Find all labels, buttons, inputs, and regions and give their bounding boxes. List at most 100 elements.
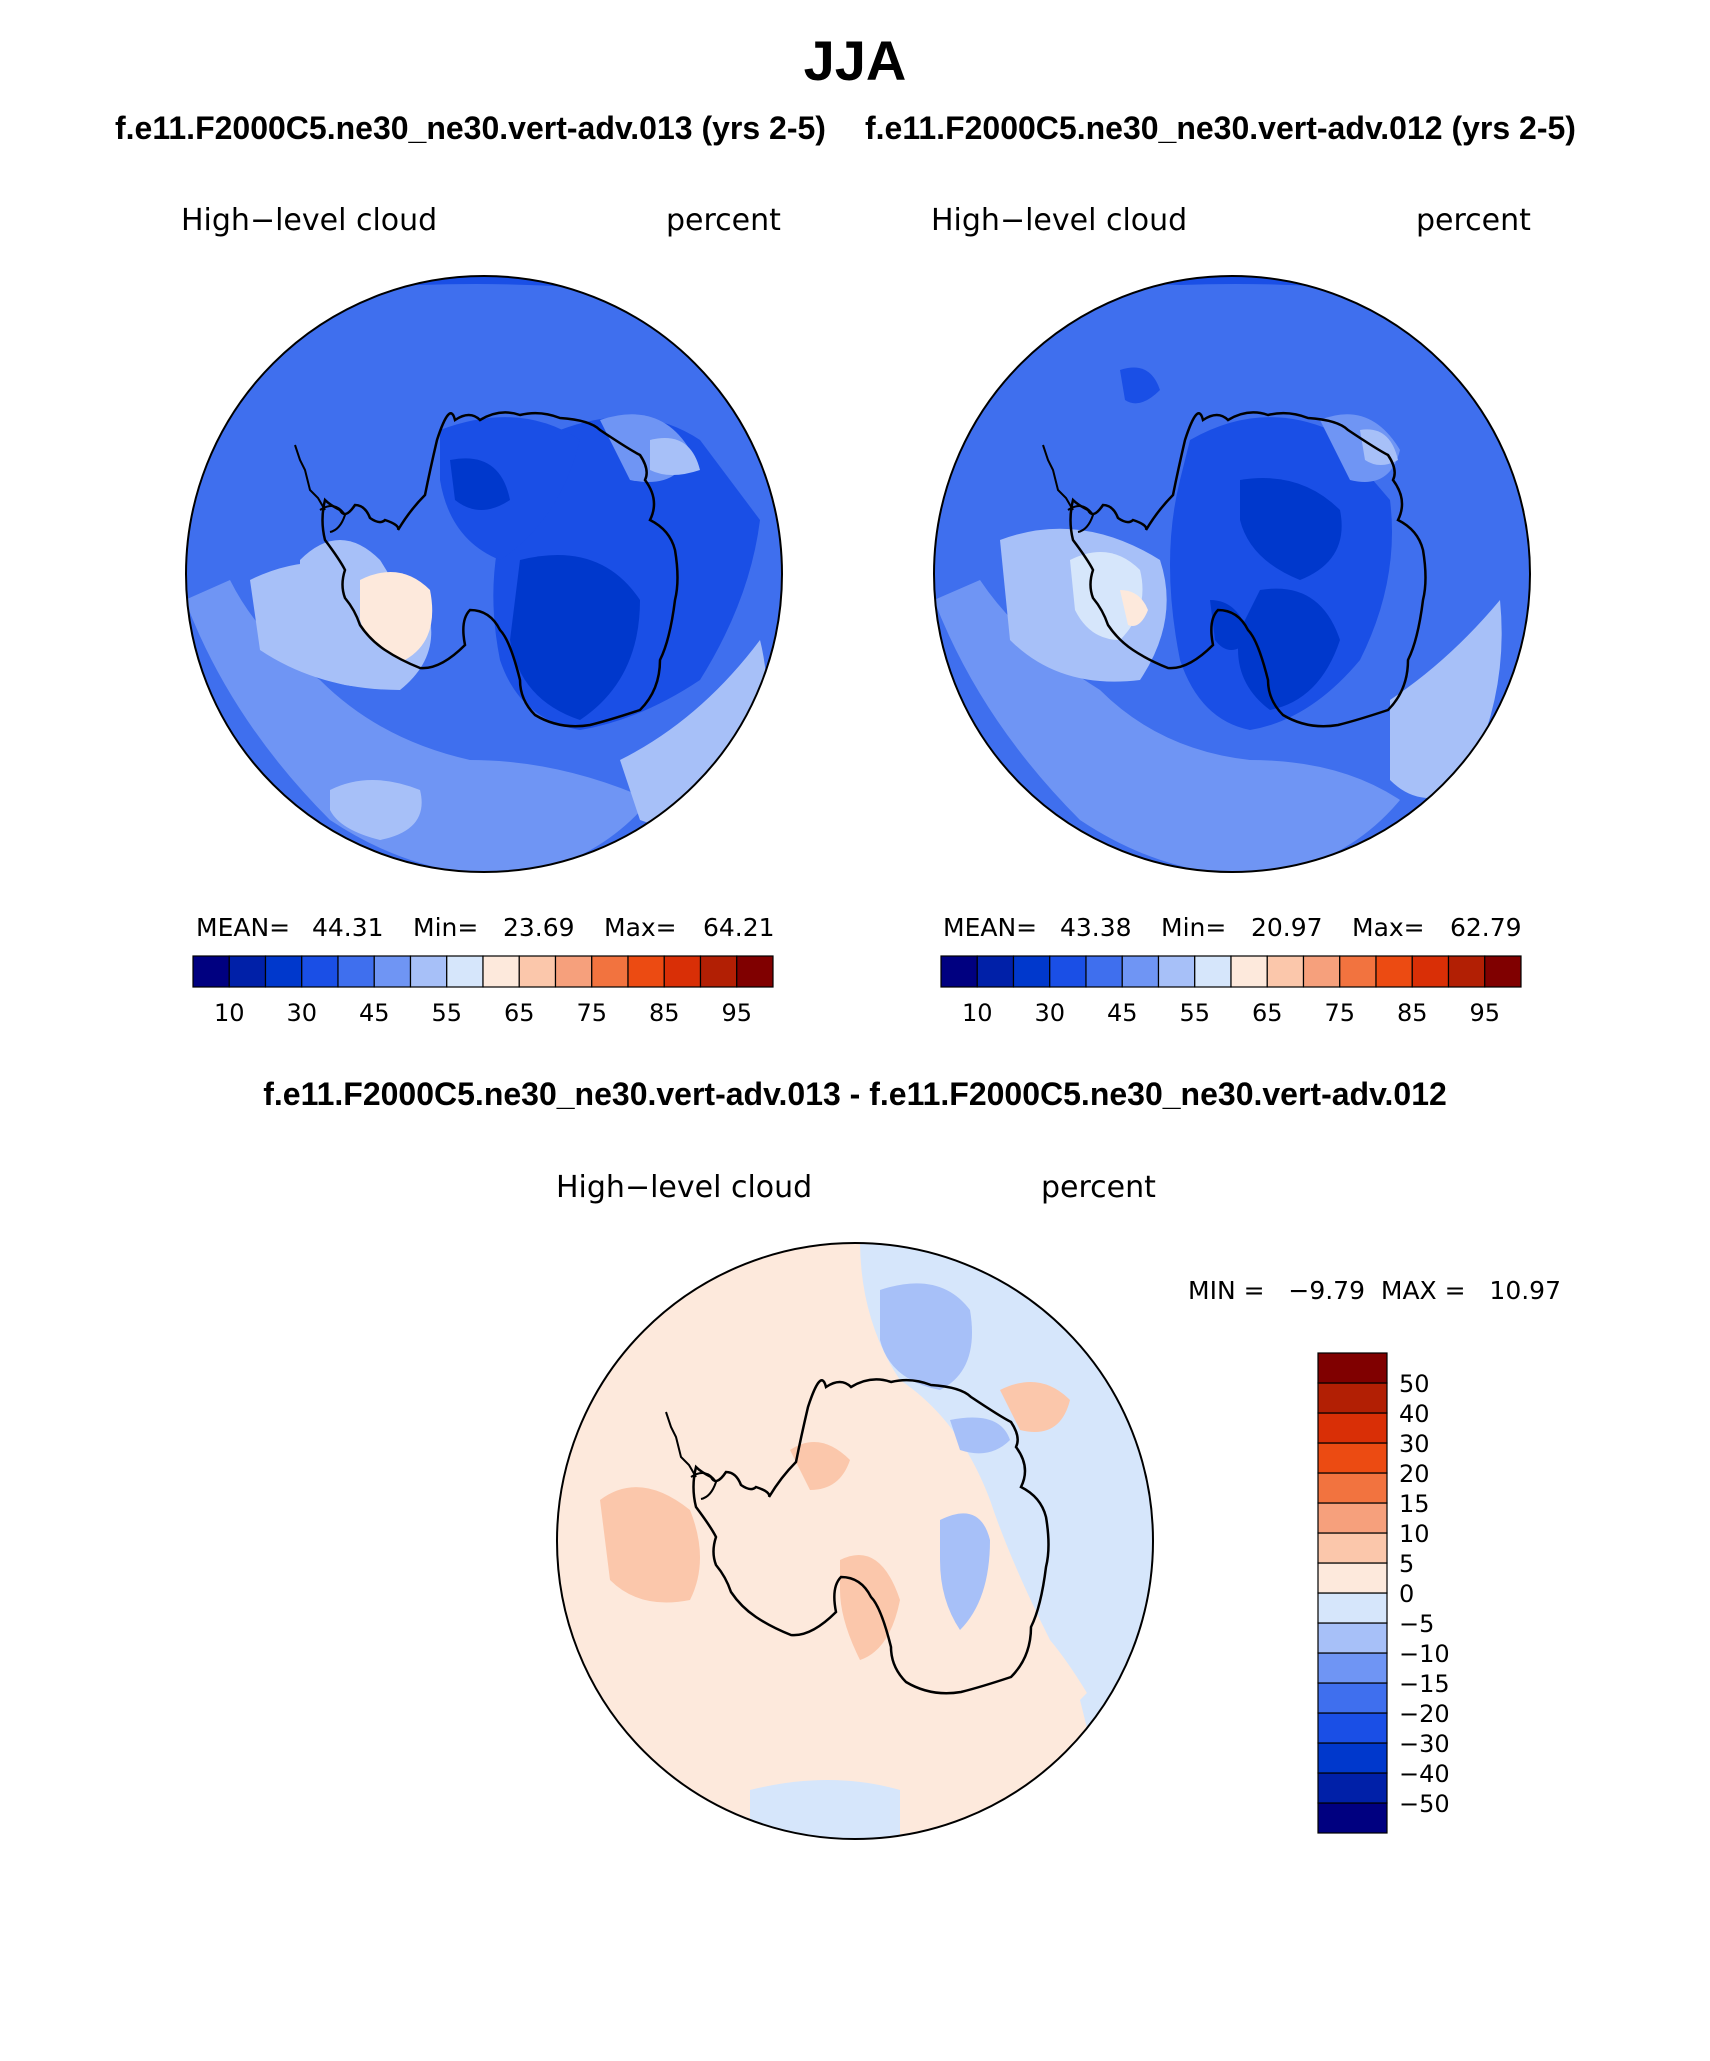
- colorbar-tick-label: 95: [1469, 999, 1500, 1027]
- colorbar-box: [940, 955, 978, 988]
- colorbar-box: [1317, 1562, 1388, 1594]
- colorbar-box: [1375, 955, 1413, 988]
- colorbar-box: [446, 955, 484, 988]
- right-variable-label: High−level cloud: [931, 203, 1188, 238]
- diff-variable-label: High−level cloud: [556, 1170, 813, 1205]
- colorbar-box: [591, 955, 629, 988]
- colorbar-box: [736, 955, 774, 988]
- colorbar-box: [264, 955, 303, 988]
- difference-title: f.e11.F2000C5.ne30_ne30.vert-adv.013 - f…: [263, 1076, 1447, 1112]
- colorbar-tick-label: −20: [1399, 1700, 1450, 1728]
- colorbar-box: [1317, 1472, 1388, 1504]
- colorbar-tick-label: 65: [1252, 999, 1283, 1027]
- colorbar-box: [1339, 955, 1377, 988]
- colorbar-tick-label: −10: [1399, 1640, 1450, 1668]
- left-polar-map: [186, 276, 782, 872]
- left-max-label: Max=: [604, 913, 677, 942]
- left-mean-label: MEAN=: [196, 913, 291, 942]
- colorbar-box: [1302, 955, 1341, 988]
- colorbar-tick-label: −50: [1399, 1790, 1450, 1818]
- colorbar-tick-label: 45: [359, 999, 390, 1027]
- colorbar-tick-label: 30: [1399, 1430, 1430, 1458]
- colorbar-box: [1012, 955, 1051, 988]
- colorbar-box: [1317, 1382, 1388, 1414]
- colorbar-box: [192, 955, 230, 988]
- colorbar-box: [1317, 1772, 1388, 1804]
- difference-map-border: [556, 1242, 1154, 1840]
- colorbar-box: [976, 955, 1015, 988]
- colorbar-tick-label: 75: [1324, 999, 1355, 1027]
- colorbar-box: [409, 955, 448, 988]
- left-units-label: percent: [666, 203, 781, 238]
- colorbar-tick-label: 75: [576, 999, 607, 1027]
- colorbar-box: [228, 955, 267, 988]
- colorbar-tick-label: 10: [962, 999, 993, 1027]
- figure-title: JJA: [803, 29, 907, 92]
- colorbar-tick-label: −40: [1399, 1760, 1450, 1788]
- colorbar-tick-label: 0: [1399, 1580, 1414, 1608]
- colorbar-box: [337, 955, 375, 988]
- right-max-value: 62.79: [1450, 913, 1522, 942]
- colorbar-box: [1194, 955, 1232, 988]
- colorbar-box: [301, 955, 339, 988]
- colorbar-tick-label: 65: [504, 999, 535, 1027]
- colorbar-box: [554, 955, 593, 988]
- right-mean-value: 43.38: [1060, 913, 1132, 942]
- colorbar-tick-label: −15: [1399, 1670, 1450, 1698]
- colorbar-box: [518, 955, 557, 988]
- colorbar-tick-label: 95: [721, 999, 752, 1027]
- colorbar-box: [1317, 1652, 1388, 1684]
- right-case-title: f.e11.F2000C5.ne30_ne30.vert-adv.012 (yr…: [865, 110, 1576, 146]
- colorbar-box: [1317, 1802, 1388, 1834]
- colorbar-box: [1317, 1592, 1388, 1624]
- colorbar-tick-label: 55: [1179, 999, 1210, 1027]
- difference-coastline: [692, 1378, 1050, 1695]
- left-min-value: 23.69: [503, 913, 575, 942]
- colorbar-tick-label: 30: [1034, 999, 1065, 1027]
- difference-polar-map: [557, 1243, 1153, 1839]
- right-colorbar: 10 30 45 55 65 75 85 95: [940, 955, 1522, 1027]
- colorbar-tick-label: −30: [1399, 1730, 1450, 1758]
- colorbar-tick-label: 10: [214, 999, 245, 1027]
- colorbar-box: [1266, 955, 1305, 988]
- diff-units-label: percent: [1041, 1170, 1156, 1205]
- left-coastline: [321, 411, 679, 728]
- colorbar-box: [1317, 1532, 1388, 1564]
- colorbar-tick-label: 40: [1399, 1400, 1430, 1428]
- colorbar-box: [1317, 1442, 1388, 1474]
- right-polar-map: [934, 276, 1530, 872]
- colorbar-tick-label: 45: [1107, 999, 1138, 1027]
- colorbar-box: [1317, 1682, 1388, 1714]
- colorbar-box: [482, 955, 520, 988]
- left-min-label: Min=: [413, 913, 479, 942]
- colorbar-tick-label: 55: [431, 999, 462, 1027]
- colorbar-tick-label: 85: [1397, 999, 1428, 1027]
- left-variable-label: High−level cloud: [181, 203, 438, 238]
- colorbar-box: [1317, 1742, 1388, 1774]
- right-mean-label: MEAN=: [943, 913, 1038, 942]
- colorbar-tick-label: 85: [649, 999, 680, 1027]
- colorbar-box: [373, 955, 412, 988]
- colorbar-box: [1411, 955, 1450, 988]
- colorbar-box: [1230, 955, 1268, 988]
- colorbar-box: [1317, 1352, 1388, 1384]
- colorbar-box: [1121, 955, 1160, 988]
- colorbar-tick-label: 50: [1399, 1370, 1430, 1398]
- colorbar-tick-label: 30: [286, 999, 317, 1027]
- left-mean-value: 44.31: [312, 913, 384, 942]
- colorbar-box: [1317, 1502, 1388, 1534]
- colorbar-box: [1157, 955, 1196, 988]
- colorbar-box: [1317, 1622, 1388, 1654]
- left-max-value: 64.21: [703, 913, 775, 942]
- right-max-label: Max=: [1352, 913, 1425, 942]
- colorbar-tick-label: 15: [1399, 1490, 1430, 1518]
- left-colorbar: 10 30 45 55 65 75 85 95: [192, 955, 774, 1027]
- colorbar-tick-label: −5: [1399, 1610, 1434, 1638]
- colorbar-box: [699, 955, 738, 988]
- colorbar-box: [1317, 1712, 1388, 1744]
- diff-minmax-label: MIN = −9.79 MAX = 10.97: [1188, 1276, 1561, 1305]
- colorbar-box: [627, 955, 665, 988]
- colorbar-box: [1447, 955, 1486, 988]
